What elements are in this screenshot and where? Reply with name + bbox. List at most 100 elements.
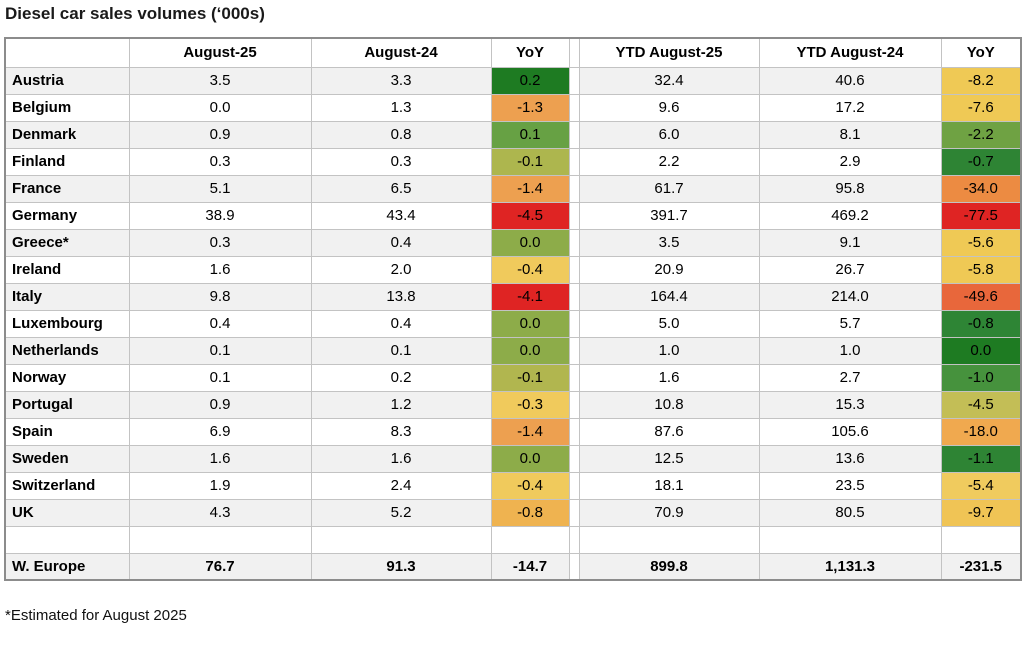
value-cell-aug25: 0.4 (128, 309, 312, 338)
value-cell-ytd24: 26.7 (758, 255, 942, 284)
column-header: YoY (940, 37, 1022, 68)
value-cell-aug25: 5.1 (128, 174, 312, 203)
country-cell: Norway (4, 363, 130, 392)
yoy-cell: 0.0 (490, 444, 570, 473)
value-cell-ytd25: 6.0 (578, 120, 760, 149)
value-cell-aug24: 0.2 (310, 363, 492, 392)
value-cell-ytd25: 3.5 (578, 228, 760, 257)
country-cell: Sweden (4, 444, 130, 473)
total-ytd25: 899.8 (578, 552, 760, 581)
empty-cell (578, 525, 760, 554)
value-cell-aug25: 6.9 (128, 417, 312, 446)
value-cell-ytd24: 8.1 (758, 120, 942, 149)
empty-cell (940, 525, 1022, 554)
yoy-cell: -4.5 (490, 201, 570, 230)
total-row: W. Europe 76.7 91.3 -14.7 899.8 1,131.3 -231.5 (4, 552, 1022, 581)
column-header: August-24 (310, 37, 492, 68)
value-cell-ytd24: 469.2 (758, 201, 942, 230)
country-cell: Luxembourg (4, 309, 130, 338)
value-cell-aug25: 0.3 (128, 147, 312, 176)
value-cell-ytd24: 105.6 (758, 417, 942, 446)
column-header: YTD August-25 (578, 37, 760, 68)
column-header: YoY (490, 37, 570, 68)
country-cell: Italy (4, 282, 130, 311)
total-aug25: 76.7 (128, 552, 312, 581)
value-cell-aug24: 0.4 (310, 228, 492, 257)
yoy-cell: 0.0 (490, 228, 570, 257)
value-cell-aug24: 6.5 (310, 174, 492, 203)
empty-cell (128, 525, 312, 554)
ytd-yoy-cell: -7.6 (940, 93, 1022, 122)
value-cell-ytd25: 164.4 (578, 282, 760, 311)
value-cell-ytd25: 61.7 (578, 174, 760, 203)
value-cell-ytd24: 40.6 (758, 66, 942, 95)
value-cell-ytd25: 9.6 (578, 93, 760, 122)
column-gap (568, 147, 580, 176)
table-row: Luxembourg 0.4 0.4 0.0 5.0 5.7 -0.8 (4, 309, 1022, 338)
blank-row (4, 525, 1022, 554)
value-cell-ytd24: 23.5 (758, 471, 942, 500)
value-cell-aug24: 1.2 (310, 390, 492, 419)
value-cell-aug25: 1.9 (128, 471, 312, 500)
table-row: Portugal 0.9 1.2 -0.3 10.8 15.3 -4.5 (4, 390, 1022, 419)
table-row: France 5.1 6.5 -1.4 61.7 95.8 -34.0 (4, 174, 1022, 203)
column-gap (568, 444, 580, 473)
column-gap (568, 201, 580, 230)
value-cell-aug24: 5.2 (310, 498, 492, 527)
table-row: Finland 0.3 0.3 -0.1 2.2 2.9 -0.7 (4, 147, 1022, 176)
value-cell-ytd25: 5.0 (578, 309, 760, 338)
column-header: YTD August-24 (758, 37, 942, 68)
empty-cell (310, 525, 492, 554)
value-cell-ytd25: 18.1 (578, 471, 760, 500)
column-gap (568, 390, 580, 419)
column-gap (568, 309, 580, 338)
table-row: Germany 38.9 43.4 -4.5 391.7 469.2 -77.5 (4, 201, 1022, 230)
ytd-yoy-cell: 0.0 (940, 336, 1022, 365)
value-cell-ytd24: 13.6 (758, 444, 942, 473)
value-cell-ytd25: 87.6 (578, 417, 760, 446)
column-gap (568, 174, 580, 203)
ytd-yoy-cell: -49.6 (940, 282, 1022, 311)
value-cell-aug25: 0.9 (128, 120, 312, 149)
value-cell-ytd25: 70.9 (578, 498, 760, 527)
empty-cell (758, 525, 942, 554)
value-cell-ytd25: 10.8 (578, 390, 760, 419)
column-gap (568, 336, 580, 365)
country-cell: Denmark (4, 120, 130, 149)
value-cell-ytd24: 1.0 (758, 336, 942, 365)
value-cell-ytd25: 20.9 (578, 255, 760, 284)
total-aug24: 91.3 (310, 552, 492, 581)
value-cell-ytd24: 95.8 (758, 174, 942, 203)
value-cell-ytd25: 2.2 (578, 147, 760, 176)
value-cell-ytd24: 5.7 (758, 309, 942, 338)
ytd-yoy-cell: -5.6 (940, 228, 1022, 257)
yoy-cell: 0.0 (490, 309, 570, 338)
column-gap (568, 66, 580, 95)
total-ytd24: 1,131.3 (758, 552, 942, 581)
value-cell-aug25: 0.1 (128, 363, 312, 392)
ytd-yoy-cell: -4.5 (940, 390, 1022, 419)
table-row: Switzerland 1.9 2.4 -0.4 18.1 23.5 -5.4 (4, 471, 1022, 500)
yoy-cell: -4.1 (490, 282, 570, 311)
value-cell-aug25: 4.3 (128, 498, 312, 527)
column-gap (568, 228, 580, 257)
yoy-cell: -0.1 (490, 147, 570, 176)
corner-cell (4, 37, 130, 68)
column-gap (568, 552, 580, 581)
footnote: *Estimated for August 2025 (5, 607, 187, 624)
column-gap (568, 363, 580, 392)
value-cell-aug24: 13.8 (310, 282, 492, 311)
ytd-yoy-cell: -1.1 (940, 444, 1022, 473)
total-ytd-yoy: -231.5 (940, 552, 1022, 581)
value-cell-ytd25: 32.4 (578, 66, 760, 95)
ytd-yoy-cell: -9.7 (940, 498, 1022, 527)
value-cell-aug24: 2.0 (310, 255, 492, 284)
table-row: Ireland 1.6 2.0 -0.4 20.9 26.7 -5.8 (4, 255, 1022, 284)
value-cell-aug25: 3.5 (128, 66, 312, 95)
country-cell: Switzerland (4, 471, 130, 500)
value-cell-aug24: 2.4 (310, 471, 492, 500)
value-cell-aug25: 38.9 (128, 201, 312, 230)
ytd-yoy-cell: -0.8 (940, 309, 1022, 338)
country-cell: Netherlands (4, 336, 130, 365)
ytd-yoy-cell: -0.7 (940, 147, 1022, 176)
